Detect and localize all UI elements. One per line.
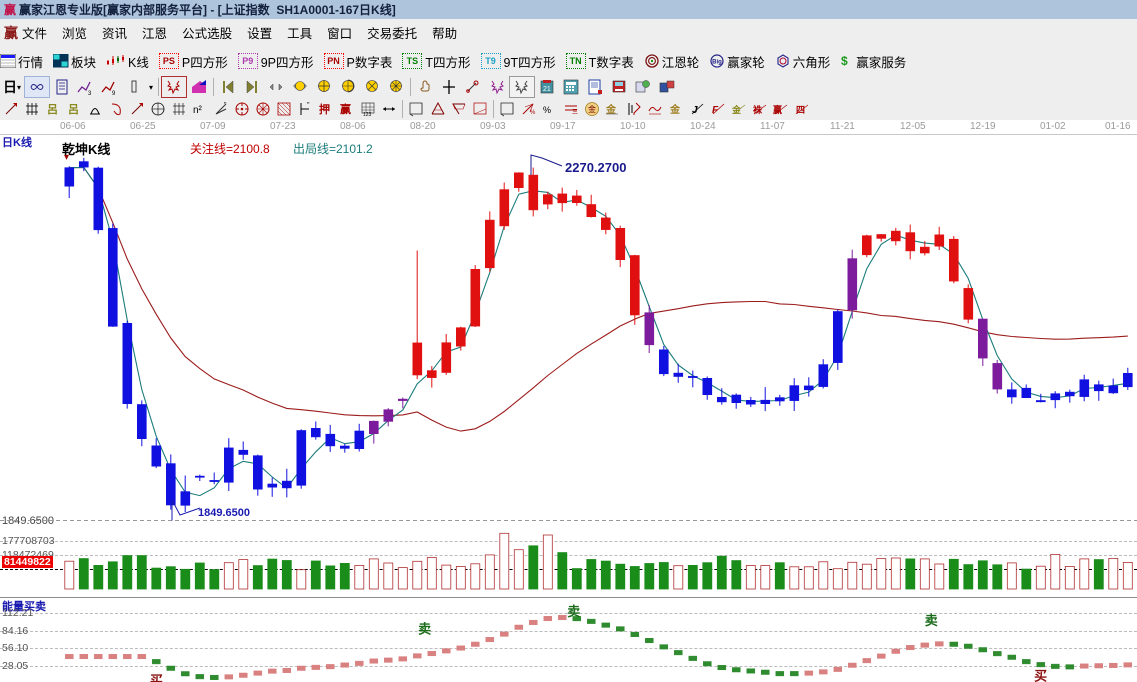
svg-text:J: J [692,105,698,116]
svg-text:3: 3 [88,91,92,95]
svg-text:金: 金 [669,103,681,116]
svg-text:$: $ [841,54,848,68]
svg-text:n²: n² [193,105,203,116]
svg-text:123: 123 [363,112,372,117]
svg-text:21: 21 [543,86,551,93]
svg-text:": " [224,102,227,109]
svg-text:呂: 呂 [68,103,79,116]
svg-text:%: % [530,110,536,116]
svg-text:押: 押 [319,102,330,116]
svg-text:四: 四 [796,105,805,115]
svg-text:赢: 赢 [340,102,351,116]
svg-text:买: 买 [1034,669,1047,682]
svg-text:呂: 呂 [47,103,58,116]
svg-text:": " [307,102,310,109]
svg-text:Big: Big [712,60,722,66]
svg-text:三: 三 [572,109,578,116]
svg-text:买: 买 [150,673,163,682]
svg-text:卖: 卖 [567,604,580,619]
svg-text:9: 9 [112,91,116,95]
svg-text:袾: 袾 [752,104,763,115]
svg-text:金: 金 [588,104,596,114]
svg-text:F: F [712,105,719,116]
svg-text:卖: 卖 [925,613,938,628]
svg-text:%: % [543,105,551,115]
svg-text:卖: 卖 [418,621,431,636]
svg-text:金: 金 [731,104,742,115]
